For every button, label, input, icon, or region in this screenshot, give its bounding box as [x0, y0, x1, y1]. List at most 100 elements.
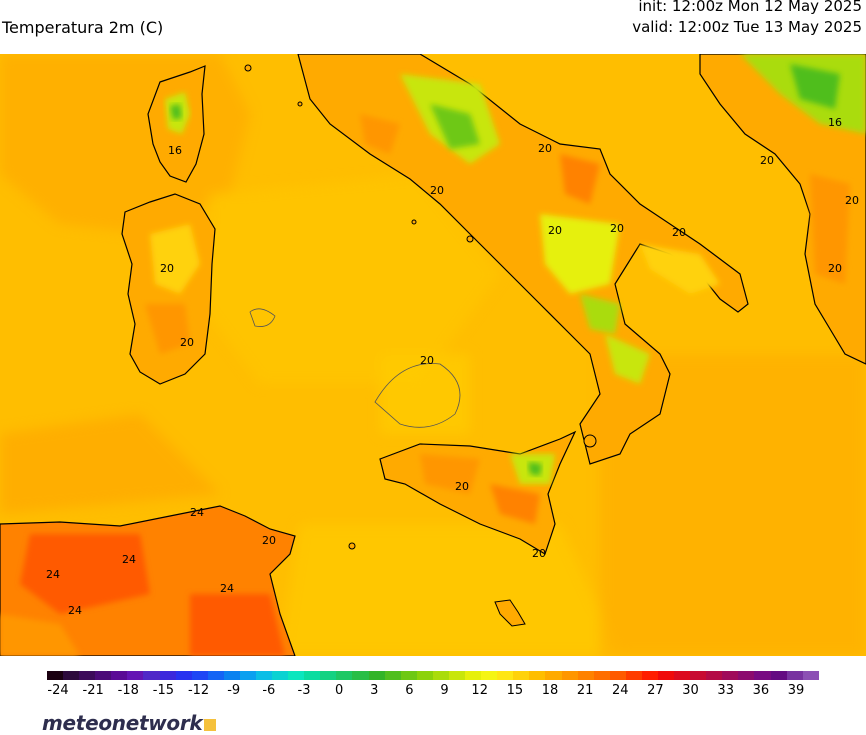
colorbar-swatch	[706, 671, 723, 680]
colorbar-tick-label: 30	[682, 683, 699, 698]
colorbar-swatch	[175, 671, 192, 680]
contour-label: 20	[455, 480, 469, 493]
colorbar-swatch	[641, 671, 658, 680]
colorbar-swatch	[465, 671, 482, 680]
colorbar-swatch	[802, 671, 819, 680]
colorbar-tick-label: 21	[576, 683, 594, 698]
colorbar-swatch	[159, 671, 176, 680]
colorbar-swatch	[609, 671, 626, 680]
colorbar-swatch	[674, 671, 691, 680]
colorbar-swatch	[448, 671, 466, 680]
colorbar-swatch	[738, 671, 755, 680]
contour-label: 20	[610, 222, 624, 235]
colorbar-ticks: -24 -21 -18 -15 -12 -9 -6 -3 0 3 6 9 12 15 18 21 24 27 30 3…	[0, 683, 866, 701]
colorbar-swatch	[320, 671, 337, 680]
contour-labels: 16 20 20 20 20 20 20 16 20 20 24 24 24 2…	[46, 116, 859, 617]
init-time: init: 12:00z Mon 12 May 2025	[638, 0, 862, 15]
colorbar-swatch	[47, 671, 64, 680]
colorbar-swatch	[191, 671, 208, 680]
colorbar-tick-label: 6	[405, 683, 414, 698]
colorbar-tick-label: 33	[717, 683, 734, 698]
contour-label: 20	[420, 354, 434, 367]
colorbar-swatch	[79, 671, 96, 680]
brand-text: meteonetwork	[42, 711, 203, 735]
temperature-colorbar	[47, 671, 819, 680]
colorbar-swatch	[400, 671, 417, 680]
colorbar-tick-label: 9	[440, 683, 449, 698]
colorbar-tick-label: -9	[227, 683, 241, 698]
colorbar-tick-label: 3	[370, 683, 379, 698]
valid-time: valid: 12:00z Tue 13 May 2025	[632, 18, 862, 36]
colorbar-swatch	[111, 671, 128, 680]
colorbar-tick-label: -3	[297, 683, 311, 698]
colorbar-swatch	[127, 671, 144, 680]
colorbar-tick-label: 0	[335, 683, 344, 698]
colorbar-swatch	[416, 671, 433, 680]
logo-square-icon	[204, 719, 217, 731]
colorbar-tick-label: -21	[82, 683, 104, 698]
colorbar-swatch	[722, 671, 739, 680]
colorbar-swatch	[593, 671, 610, 680]
corsica	[147, 65, 206, 183]
colorbar-swatch	[384, 671, 401, 680]
colorbar-tick-label: 36	[752, 683, 770, 698]
contour-label: 20	[262, 534, 276, 547]
colorbar-swatch	[545, 671, 562, 680]
colorbar-swatch	[577, 671, 594, 680]
colorbar-swatch	[481, 671, 498, 680]
contour-label: 20	[672, 226, 686, 239]
contour-label: 20	[548, 224, 562, 237]
contour-label: 24	[220, 582, 234, 595]
contour-label: 20	[160, 262, 174, 275]
colorbar-tick-label: -18	[117, 683, 139, 698]
colorbar-swatch	[368, 671, 385, 680]
colorbar-swatch	[352, 671, 369, 680]
colorbar-swatch	[223, 671, 240, 680]
colorbar-tick-label: -24	[47, 683, 69, 698]
sardinia	[121, 193, 216, 385]
small-islands	[244, 64, 597, 627]
contour-label: 20	[532, 547, 546, 560]
colorbar-swatch	[304, 671, 321, 680]
contour-label: 20	[538, 142, 552, 155]
balkan-coast	[699, 54, 866, 365]
colorbar-tick-label: -6	[262, 683, 276, 698]
contour-label: 16	[168, 144, 182, 157]
contour-label: 20	[828, 262, 842, 275]
colorbar-swatch	[143, 671, 160, 680]
colorbar-swatch	[657, 671, 675, 680]
colorbar-swatch	[513, 671, 530, 680]
italian-peninsula	[297, 54, 749, 465]
colorbar-swatch	[561, 671, 578, 680]
colorbar-tick-label: -15	[152, 683, 175, 698]
colorbar-swatch	[770, 671, 787, 680]
colorbar-tick-label: -12	[187, 683, 210, 698]
colorbar-swatch	[625, 671, 642, 680]
colorbar-swatch	[288, 671, 305, 680]
colorbar-swatch	[256, 671, 273, 680]
colorbar-swatch	[786, 671, 803, 680]
contour-label: 20	[845, 194, 859, 207]
colorbar-swatch	[497, 671, 514, 680]
colorbar-tick-label: 18	[541, 683, 559, 698]
colorbar-swatch	[690, 671, 707, 680]
map-title: Temperatura 2m (C)	[2, 18, 164, 37]
colorbar-swatch	[63, 671, 80, 680]
colorbar-swatch	[239, 671, 257, 680]
colorbar-swatch	[754, 671, 771, 680]
contour-label: 16	[828, 116, 842, 129]
sicily	[379, 430, 577, 555]
temperature-map: 16 20 20 20 20 20 20 16 20 20 24 24 24 2…	[0, 54, 866, 656]
colorbar-tick-label: 27	[647, 683, 664, 698]
colorbar-tick-label: 12	[471, 683, 488, 698]
contour-label: 20	[180, 336, 194, 349]
contour-label: 20	[430, 184, 444, 197]
contour-label: 24	[46, 568, 60, 581]
contour-label: 24	[68, 604, 82, 617]
contour-label: 24	[190, 506, 204, 519]
colorbar-swatch	[95, 671, 112, 680]
contour-label: 20	[760, 154, 774, 167]
colorbar-tick-label: 15	[506, 683, 524, 698]
colorbar-tick-label: 39	[787, 683, 805, 698]
colorbar-swatch	[529, 671, 546, 680]
